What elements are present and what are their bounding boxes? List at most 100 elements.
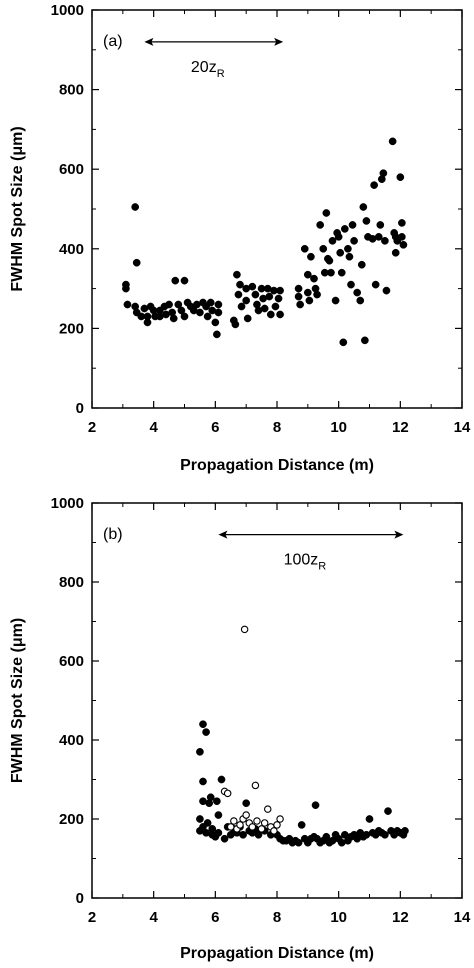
- data-point: [253, 817, 261, 825]
- x-tick-label: 10: [330, 419, 347, 436]
- x-tick-label: 4: [149, 419, 158, 436]
- data-point: [313, 290, 321, 299]
- y-tick-label: 0: [76, 890, 84, 907]
- data-point: [180, 312, 189, 321]
- data-point: [350, 236, 358, 245]
- data-point: [396, 173, 405, 182]
- data-point: [398, 219, 406, 227]
- data-point: [361, 336, 369, 345]
- data-point: [300, 244, 309, 253]
- arrowhead-right-icon: [274, 37, 284, 46]
- data-point: [206, 793, 215, 802]
- data-point: [211, 318, 220, 327]
- data-point: [213, 797, 221, 806]
- data-point: [294, 292, 303, 301]
- data-point: [263, 805, 272, 813]
- data-point: [196, 308, 204, 317]
- y-tick-label: 200: [59, 811, 84, 828]
- data-point: [331, 296, 340, 305]
- data-point: [305, 296, 314, 305]
- data-point: [206, 298, 215, 307]
- data-point: [223, 789, 232, 798]
- data-point: [381, 236, 389, 245]
- y-tick-label: 200: [59, 320, 84, 337]
- y-tick-label: 0: [76, 400, 84, 417]
- data-point: [230, 817, 238, 825]
- data-point: [203, 312, 212, 321]
- data-point: [199, 777, 207, 786]
- x-axis-label: Propagation Distance (m): [180, 945, 374, 962]
- data-point: [260, 304, 269, 313]
- data-point: [199, 720, 207, 729]
- range-annotation: 20zR: [191, 59, 225, 80]
- data-point: [123, 300, 132, 309]
- arrowhead-left-icon: [144, 37, 154, 46]
- x-tick-label: 4: [149, 909, 158, 926]
- data-point: [214, 811, 223, 819]
- data-point: [165, 300, 173, 309]
- data-point: [169, 314, 178, 323]
- data-point: [398, 233, 406, 241]
- arrowhead-right-icon: [394, 530, 404, 539]
- data-point: [327, 268, 335, 277]
- data-point: [365, 815, 374, 823]
- data-point: [234, 290, 243, 299]
- x-tick-label: 8: [273, 909, 281, 926]
- data-point: [257, 825, 266, 833]
- data-point: [236, 280, 244, 289]
- data-point: [307, 252, 315, 261]
- data-point: [310, 274, 318, 283]
- data-point: [143, 318, 152, 327]
- data-point: [384, 807, 392, 815]
- data-point: [381, 830, 389, 839]
- data-point: [220, 834, 229, 843]
- data-point: [347, 280, 355, 289]
- data-point: [357, 260, 366, 269]
- data-point: [344, 244, 352, 253]
- x-tick-label: 6: [211, 909, 219, 926]
- y-tick-label: 800: [59, 574, 84, 591]
- data-point: [243, 314, 252, 323]
- data-point: [340, 225, 349, 233]
- data-point: [203, 819, 212, 827]
- y-tick-label: 400: [59, 732, 84, 749]
- data-point: [132, 258, 141, 267]
- x-tick-label: 6: [211, 419, 219, 436]
- chart-panel-a: 2 4 6 8 10 12 14 0 200 400 600 800 1000 Propagation D…: [9, 2, 471, 474]
- data-point: [217, 775, 226, 784]
- data-point: [325, 256, 334, 265]
- data-point: [273, 821, 281, 829]
- data-point: [303, 270, 312, 279]
- data-point: [362, 217, 371, 225]
- panel-label: (b): [103, 526, 123, 543]
- y-axis-label: FWHM Spot Size (μm): [9, 618, 26, 783]
- data-point: [213, 330, 221, 339]
- data-point: [242, 811, 250, 819]
- data-point: [248, 823, 257, 831]
- data-point: [276, 310, 284, 319]
- data-point: [296, 300, 304, 309]
- data-point: [391, 248, 400, 257]
- data-point: [196, 815, 204, 823]
- data-point: [345, 252, 354, 261]
- chart-panel-b: 2 4 6 8 10 12 14 0 200 400 600 800 1000 Propagation D…: [9, 495, 471, 962]
- data-point: [242, 296, 251, 305]
- data-point: [319, 244, 328, 253]
- plot-frame: [91, 9, 463, 409]
- data-point: [231, 320, 240, 329]
- data-point: [382, 286, 391, 295]
- range-annotation: 100zR: [284, 552, 327, 573]
- data-point: [239, 830, 247, 839]
- data-point: [237, 302, 246, 311]
- data-point: [316, 221, 325, 229]
- data-point: [356, 296, 365, 305]
- data-point: [303, 288, 312, 297]
- data-point: [242, 799, 251, 808]
- data-point: [233, 270, 241, 279]
- data-point: [297, 821, 306, 829]
- panel-label: (a): [103, 33, 123, 50]
- data-point: [274, 294, 283, 303]
- data-point: [374, 233, 383, 241]
- data-point: [339, 338, 348, 347]
